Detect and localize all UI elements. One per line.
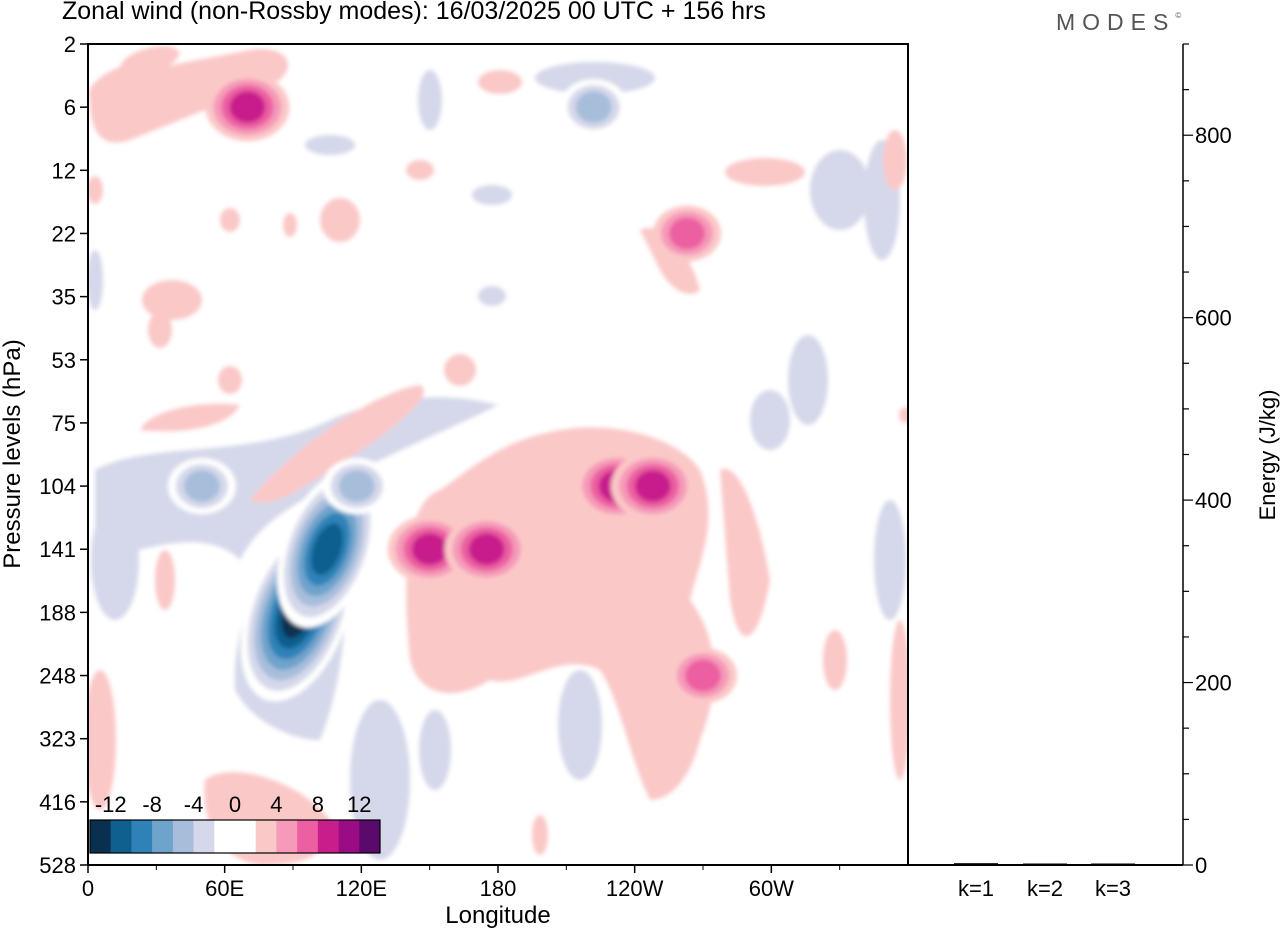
colorbar-swatch [235,820,257,853]
heatmap-feature-4 [575,91,612,124]
colorbar: -12 -8 -4 0 4 8 12 [89,792,381,854]
energy-y-tick-label: 600 [1195,306,1232,331]
colorbar-swatch [152,820,174,853]
colorbar-swatch [172,820,194,853]
colorbar-swatch [276,820,298,853]
heatmap-feature-5 [411,533,448,566]
heatmap-frame [87,43,909,866]
colorbar-frame [89,819,381,854]
y-tick-label: 35 [52,285,76,310]
y-tick-label: 6 [64,95,76,120]
energy-panel: 0 200 400 600 800 k=1 k=2 k=3 [908,43,1232,901]
y-tick-label: 75 [52,411,76,436]
colorbar-swatch [214,820,236,853]
colorbar-swatch [297,820,319,853]
y-tick-label: 22 [52,221,76,246]
energy-bar [1023,863,1067,865]
y-tick-label: 528 [39,853,76,878]
y-tick-label: 248 [39,664,76,689]
y-tick-label: 104 [39,474,76,499]
colorbar-tick-label: -8 [142,792,162,817]
colorbar-swatch [90,820,112,853]
x-tick-label: 120W [606,876,664,901]
x-tick-label: 60E [205,876,244,901]
y-axis-label: Pressure levels (hPa) [0,339,26,568]
colorbar-swatch [338,820,360,853]
colorbar-swatch [255,820,277,853]
energy-y-tick-label: 200 [1195,671,1232,696]
energy-category-label: k=1 [958,876,994,901]
x-tick-label: 120E [336,876,387,901]
heatmap-feature-9 [685,659,721,692]
energy-axis-label: Energy (J/kg) [1255,390,1280,521]
heatmap-feature-10 [229,91,266,124]
y-tick-label: 416 [39,790,76,815]
y-tick-label: 323 [39,727,76,752]
heatmap-feature-8 [634,470,671,503]
colorbar-swatch [317,820,339,853]
x-tick-label: 180 [480,876,517,901]
heatmap-feature-6 [468,533,505,566]
colorbar-swatch [359,820,381,853]
page-title: Zonal wind (non-Rossby modes): 16/03/202… [62,0,766,25]
colorbar-tick-label: 4 [270,792,282,817]
y-tick-label: 188 [39,600,76,625]
energy-bar [1091,863,1135,865]
y-tick-label: 2 [64,32,76,57]
x-tick-label: 60W [749,876,794,901]
colorbar-tick-label: 12 [347,792,371,817]
y-tick-label: 141 [39,537,76,562]
colorbar-swatch [193,820,215,853]
y-tick-label: 12 [52,158,76,183]
brand-mark: © [1175,11,1182,20]
colorbar-tick-label: -4 [184,792,204,817]
heatmap-feature-2 [183,470,220,503]
brand-logo: MODES© [1056,9,1181,36]
energy-y-tick-label: 400 [1195,488,1232,513]
x-tick-label: 0 [82,876,94,901]
energy-y-tick-label: 800 [1195,123,1232,148]
y-axis: 2 6 12 22 35 53 75 104 141 188 248 323 416 528 [39,32,88,878]
heatmap-feature-3 [338,470,375,503]
energy-bar [954,863,998,865]
energy-category-label: k=2 [1027,876,1063,901]
y-tick-label: 53 [52,348,76,373]
wind-heatmap [88,44,908,865]
colorbar-swatch [110,820,132,853]
energy-y-tick-label: 0 [1195,853,1207,878]
colorbar-tick-label: 0 [229,792,241,817]
colorbar-tick-label: -12 [95,792,127,817]
heatmap-feature-1 [311,523,344,576]
brand-name: MODES [1056,9,1176,35]
colorbar-tick-label: 8 [312,792,324,817]
heatmap-feature-11 [669,217,706,250]
x-axis: 0 60E 120E 180 120W 60W [82,865,841,901]
colorbar-swatch [131,820,153,853]
energy-category-label: k=3 [1095,876,1131,901]
x-axis-label: Longitude [445,902,550,929]
